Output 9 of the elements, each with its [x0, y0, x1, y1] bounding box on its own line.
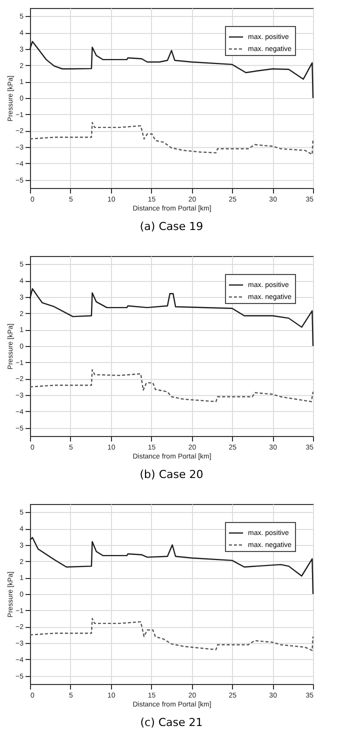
line-series: [29, 40, 314, 99]
text: (a) Case 19: [140, 220, 204, 233]
line-series: [29, 122, 314, 156]
text: (c) Case 21: [140, 716, 203, 729]
line-series: [29, 536, 314, 595]
line-series: [29, 618, 314, 652]
line-series: [29, 369, 314, 402]
line-series: [29, 288, 314, 347]
text: (b) Case 20: [140, 468, 204, 481]
